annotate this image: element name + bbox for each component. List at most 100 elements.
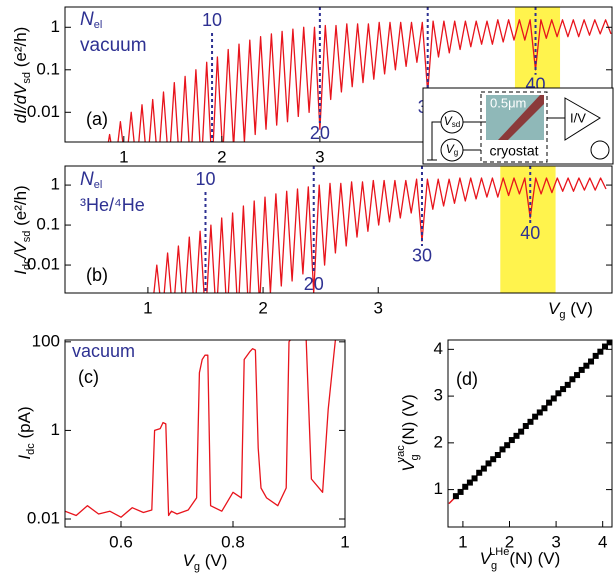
axes-frame bbox=[64, 339, 346, 528]
y-label: dI/dVsd (e²/h) bbox=[11, 27, 32, 124]
n-el: Nel bbox=[80, 169, 102, 191]
axes-frame bbox=[447, 339, 613, 528]
medium: ³He/⁴He bbox=[80, 195, 145, 215]
x-label: Vg (V) bbox=[548, 299, 593, 320]
y-label: Idc (pA) bbox=[15, 406, 36, 459]
x-tick-label: 3 bbox=[315, 147, 324, 166]
amplifier-label: I/V bbox=[570, 110, 586, 125]
panel-label: (b) bbox=[86, 265, 108, 285]
x-tick-label: 1 bbox=[340, 532, 349, 551]
x-tick-label: 0.6 bbox=[109, 532, 133, 551]
panel-label: (d) bbox=[456, 369, 478, 389]
panel-label: (a) bbox=[86, 109, 108, 129]
data-point bbox=[541, 405, 548, 412]
cryostat-label: cryostat bbox=[489, 143, 538, 159]
data-point bbox=[476, 469, 483, 476]
x-tick-label: 1 bbox=[119, 147, 128, 166]
data-point bbox=[471, 475, 478, 482]
x-tick-label: 1 bbox=[458, 532, 467, 551]
data-point bbox=[462, 483, 469, 490]
data-point bbox=[499, 446, 506, 453]
data-point bbox=[606, 340, 612, 346]
marker-label: 20 bbox=[304, 274, 324, 294]
y-tick-label: 0.1 bbox=[36, 59, 60, 78]
y-tick-label: 1 bbox=[51, 420, 60, 439]
y-label: Idc/Vsd (e²/h) bbox=[11, 185, 32, 274]
y-tick-label: 0.01 bbox=[27, 508, 60, 527]
medium: vacuum bbox=[80, 35, 147, 56]
data-point bbox=[569, 376, 576, 383]
data-point bbox=[574, 372, 581, 379]
vsd-label: Vsd bbox=[444, 114, 460, 129]
data-point bbox=[555, 390, 562, 397]
axes-frame bbox=[64, 165, 613, 294]
plot-area bbox=[448, 340, 612, 505]
data-point bbox=[490, 456, 497, 463]
vg-label: Vg bbox=[446, 142, 458, 157]
data-point bbox=[592, 352, 599, 359]
wires bbox=[427, 117, 565, 161]
y-tick-label: 0.1 bbox=[36, 215, 60, 234]
x-tick-label: 3 bbox=[373, 298, 382, 317]
n-el: Nel bbox=[80, 9, 102, 31]
y-tick-label: 2 bbox=[434, 432, 443, 451]
y-tick-label: 0.01 bbox=[27, 102, 60, 121]
panel-label: (c) bbox=[78, 367, 99, 387]
x-tick-label: 2 bbox=[505, 532, 514, 551]
data-point bbox=[494, 452, 501, 459]
x-tick-label: 2 bbox=[258, 298, 267, 317]
data-point bbox=[546, 399, 553, 406]
data-point bbox=[560, 386, 567, 393]
data-point bbox=[485, 460, 492, 467]
scale-bar-label: 0.5μm bbox=[490, 95, 526, 110]
data-line bbox=[65, 340, 337, 518]
y-label: Vgvac(N) (V) bbox=[395, 394, 421, 472]
data-point bbox=[513, 432, 520, 439]
x-label: Vg (V) bbox=[183, 551, 228, 572]
cryostat-box bbox=[480, 91, 548, 163]
y-tick-label: 4 bbox=[434, 339, 443, 358]
data-point bbox=[466, 479, 473, 486]
marker-label: 20 bbox=[310, 123, 330, 143]
plot-area bbox=[153, 166, 607, 293]
y-tick-label: 3 bbox=[434, 386, 443, 405]
nanotube bbox=[498, 95, 544, 140]
data-point bbox=[583, 362, 590, 369]
data-point bbox=[597, 348, 604, 355]
data-point bbox=[508, 437, 515, 444]
meter bbox=[590, 140, 610, 160]
amplifier bbox=[564, 97, 601, 141]
data-point bbox=[527, 418, 534, 425]
x-tick-label: 3 bbox=[551, 532, 560, 551]
data-point bbox=[504, 442, 511, 449]
x-tick-label: 0.8 bbox=[221, 532, 245, 551]
data-point bbox=[564, 381, 571, 388]
data-point bbox=[602, 343, 609, 350]
medium: vacuum bbox=[72, 341, 135, 361]
data-point bbox=[518, 428, 525, 435]
data-point bbox=[532, 413, 539, 420]
data-point bbox=[522, 423, 529, 430]
data-point bbox=[588, 358, 595, 365]
y-tick-label: 1 bbox=[51, 17, 60, 36]
y-tick-label: 1 bbox=[434, 479, 443, 498]
data-line bbox=[107, 19, 612, 142]
marker-label: 30 bbox=[412, 246, 432, 266]
marker-label: 10 bbox=[202, 10, 222, 30]
y-tick-label: 1 bbox=[51, 175, 60, 194]
x-label: VgLHe(N) (V) bbox=[480, 546, 561, 572]
inset: 0.5μm cryostat Vsd Vg I/V bbox=[422, 87, 614, 165]
marker-label: 40 bbox=[520, 223, 540, 243]
data-point bbox=[452, 493, 459, 500]
data-point bbox=[480, 465, 487, 472]
data-point bbox=[578, 366, 585, 373]
data-point bbox=[550, 395, 557, 402]
data-point bbox=[536, 409, 543, 416]
x-tick-label: 4 bbox=[598, 532, 607, 551]
data-point bbox=[457, 488, 464, 495]
x-tick-label: 2 bbox=[217, 147, 226, 166]
highlight bbox=[500, 166, 556, 293]
axes-frame bbox=[64, 6, 613, 143]
